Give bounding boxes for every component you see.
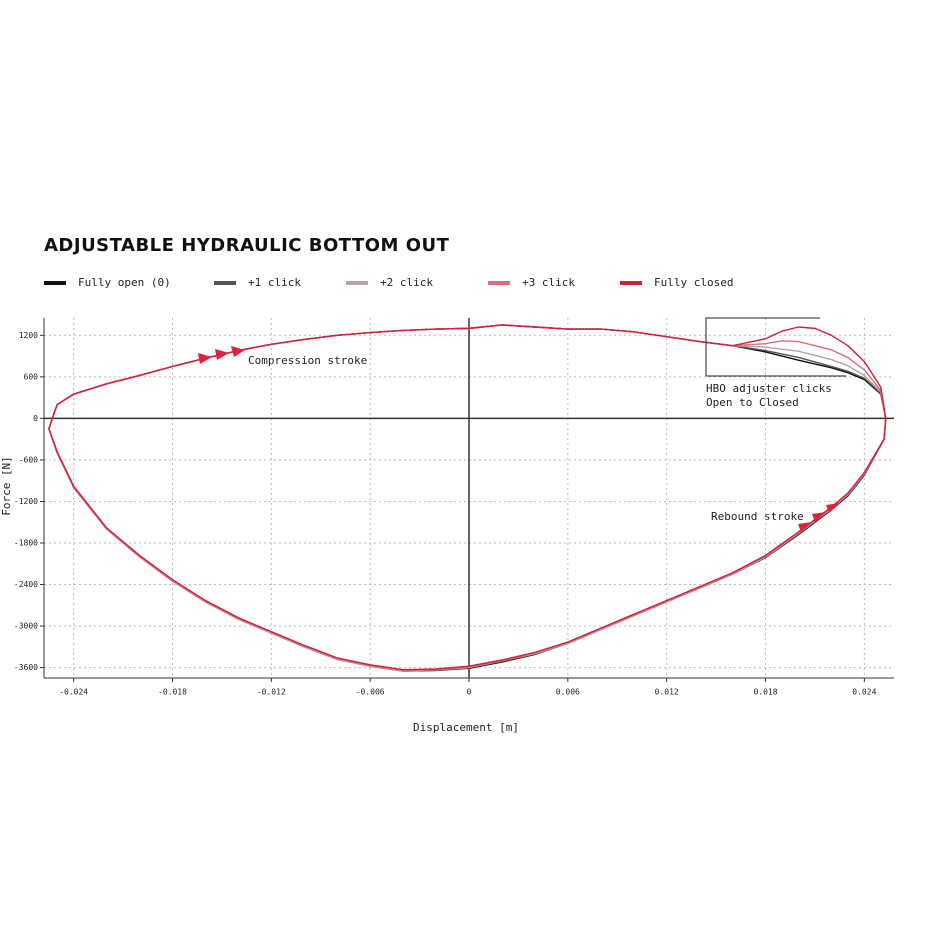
x-tick-label: -0.024 — [59, 688, 88, 697]
x-tick-label: 0.012 — [655, 688, 679, 697]
annotation: Compression stroke — [248, 354, 367, 367]
x-tick-label: -0.006 — [356, 688, 385, 697]
y-tick-label: -600 — [19, 455, 38, 464]
x-tick-label: -0.018 — [158, 688, 187, 697]
y-tick-label: 600 — [24, 372, 39, 381]
y-tick-label: -2400 — [14, 580, 38, 589]
annotation: Open to Closed — [706, 396, 799, 409]
arrow — [215, 349, 229, 360]
arrow — [812, 512, 826, 522]
legend-label: Fully closed — [654, 276, 733, 289]
direction-arrows — [198, 346, 840, 532]
x-axis-label: Displacement [m] — [413, 721, 519, 734]
series-line — [48, 324, 887, 671]
y-tick-label: -1200 — [14, 497, 38, 506]
callout-box — [705, 317, 846, 377]
legend-swatch — [488, 281, 510, 285]
y-tick-label: 0 — [33, 414, 38, 423]
legend-swatch — [620, 281, 642, 285]
x-tick-label: 0 — [467, 688, 472, 697]
annotation: HBO adjuster clicks — [706, 382, 832, 395]
legend-swatch — [214, 281, 236, 285]
y-tick-label: 1200 — [19, 331, 38, 340]
arrow — [231, 346, 245, 357]
x-tick-label: 0.018 — [753, 688, 777, 697]
legend-label: +1 click — [248, 276, 301, 289]
legend-swatch — [346, 281, 368, 285]
arrow — [798, 522, 812, 532]
chart-title: ADJUSTABLE HYDRAULIC BOTTOM OUT — [44, 235, 450, 256]
x-tick-label: 0.006 — [556, 688, 580, 697]
y-tick-label: -1800 — [14, 539, 38, 548]
y-axis-label: Force [N] — [0, 456, 13, 516]
x-tick-label: -0.012 — [257, 688, 286, 697]
legend-label: +3 click — [522, 276, 575, 289]
legend-label: +2 click — [380, 276, 433, 289]
x-tick-label: 0.024 — [852, 688, 876, 697]
annotation: Rebound stroke — [711, 510, 804, 523]
arrow — [198, 353, 212, 364]
arrow — [826, 503, 840, 513]
legend-swatch — [44, 281, 66, 285]
legend-label: Fully open (0) — [78, 276, 171, 289]
y-tick-label: -3000 — [14, 622, 38, 631]
y-tick-label: -3600 — [14, 663, 38, 672]
plot: -0.024 -0.018 -0.012 -0.006 0 0.006 0.012 0.018… — [14, 318, 894, 697]
